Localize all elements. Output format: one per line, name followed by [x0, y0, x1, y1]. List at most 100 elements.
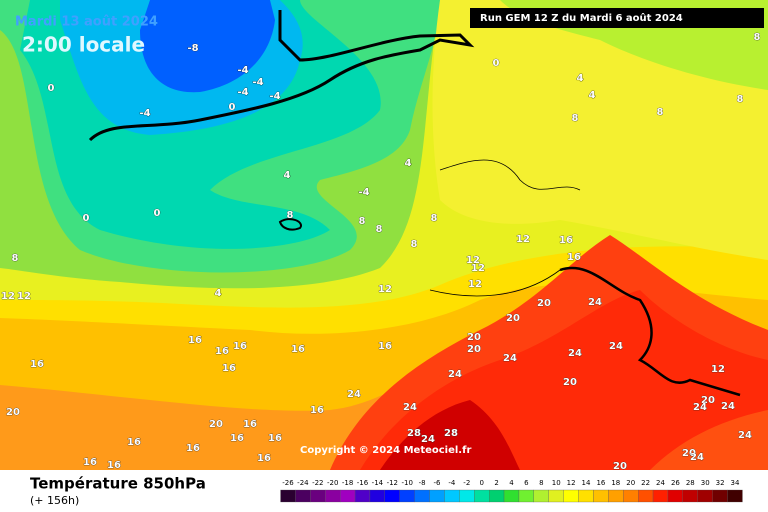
contour-label: 16	[559, 235, 573, 246]
legend-tick-label: -4	[448, 479, 456, 487]
contour-label: 8	[287, 210, 294, 221]
legend-swatch	[280, 489, 296, 503]
legend-swatch	[414, 489, 430, 503]
legend-swatch	[474, 489, 490, 503]
legend-tick-label: 2	[494, 479, 498, 487]
legend-tick-label: 12	[567, 479, 576, 487]
field-m8	[140, 0, 275, 93]
coastlines	[88, 10, 741, 397]
copyright: Copyright © 2024 Meteociel.fr	[300, 445, 471, 456]
contour-label: 24	[738, 430, 752, 441]
contour-label: 24	[721, 401, 735, 412]
contour-label: 20	[467, 332, 481, 343]
legend-tick-label: 34	[731, 479, 740, 487]
contour-label: 20	[613, 461, 627, 472]
contour-label: 24	[347, 389, 361, 400]
contour-label: 20	[682, 448, 696, 459]
legend-tick-label: 8	[539, 479, 543, 487]
legend-swatch	[578, 489, 594, 503]
legend-tick-label: 22	[641, 479, 650, 487]
legend-tick-label: -24	[297, 479, 309, 487]
contour-label: 0	[83, 213, 90, 224]
legend-tick-label: -2	[463, 479, 470, 487]
contour-label: 16	[378, 341, 392, 352]
legend-tick-label: -6	[434, 479, 442, 487]
contour-label: 16	[233, 341, 247, 352]
legend-tick-label: 32	[716, 479, 725, 487]
legend-swatch	[712, 489, 728, 503]
contour-label: 20	[6, 407, 20, 418]
legend-swatch	[533, 489, 549, 503]
legend-tick-label: 10	[552, 479, 561, 487]
contour-label: 12	[711, 364, 725, 375]
contour-label: 8	[411, 239, 418, 250]
island	[278, 218, 302, 231]
contour-label: 8	[376, 224, 383, 235]
legend-tick-label: 16	[596, 479, 605, 487]
contour-label: 20	[563, 377, 577, 388]
legend-tick-label: 0	[479, 479, 483, 487]
legend-tick-label: -10	[401, 479, 412, 487]
legend-swatch	[503, 489, 520, 503]
contour-label: 4	[215, 288, 222, 299]
contour-label: 8	[359, 216, 366, 227]
legend-tick-label: -20	[327, 479, 338, 487]
local-time: 2:00 locale	[22, 33, 145, 57]
contour-label: 16	[257, 453, 271, 464]
legend-tick-label: -22	[312, 479, 323, 487]
field-se	[650, 410, 768, 470]
legend-swatch	[518, 489, 535, 503]
legend-tick-label: 14	[582, 479, 591, 487]
field-28	[380, 400, 520, 470]
legend-tick-label: -18	[342, 479, 353, 487]
legend-tick-label: 18	[611, 479, 620, 487]
contour-label: 8	[657, 107, 664, 118]
border	[559, 266, 741, 397]
legend-tick-label: 4	[509, 479, 514, 487]
color-legend: -26 -24 -22 -20 -18 -16 -14 -12 -10 -8 -6 -4 -2 0 2 4 6 8…	[280, 479, 743, 503]
legend-swatch	[429, 489, 445, 503]
contour-label: 16	[127, 437, 141, 448]
contour-label: 16	[186, 443, 200, 454]
contour-label: 24	[448, 369, 462, 380]
legend-swatch	[488, 489, 505, 503]
contour-label: 16	[215, 346, 229, 357]
legend-tick-label: -16	[357, 479, 369, 487]
contour-label: 20	[701, 395, 715, 406]
contour-label: -4	[269, 91, 280, 102]
contour-label: -4	[139, 108, 150, 119]
contour-label: 12	[466, 255, 480, 266]
legend-tick-label: -12	[387, 479, 398, 487]
contour-label: 20	[467, 344, 481, 355]
legend-swatch	[310, 489, 326, 503]
legend-swatch	[384, 489, 400, 503]
contour-label: 12	[468, 279, 482, 290]
legend-swatch	[339, 489, 356, 503]
contour-label: 16	[310, 405, 324, 416]
contour-label: 4	[577, 73, 584, 84]
legend-swatch	[623, 489, 639, 503]
legend-tick-label: 28	[686, 479, 695, 487]
contour-label: 8	[572, 113, 579, 124]
contour-label: -4	[237, 87, 248, 98]
legend-tick-label: 6	[524, 479, 529, 487]
legend-tick-label: 24	[656, 479, 665, 487]
contour-label: 0	[493, 58, 500, 69]
contour-label: 20	[209, 419, 223, 430]
legend-swatch	[682, 489, 698, 503]
contour-label: 4	[405, 158, 412, 169]
legend-swatch	[399, 489, 415, 503]
legend-swatch	[325, 489, 341, 503]
contour-label: 24	[568, 348, 582, 359]
legend-tick-label: -26	[282, 479, 294, 487]
legend-swatch	[593, 489, 609, 503]
contour-label: 8	[12, 253, 19, 264]
contour-label: 20	[537, 298, 551, 309]
contour-label: 4	[589, 90, 596, 101]
legend-swatch	[459, 489, 475, 503]
contour-label: 12	[471, 263, 485, 274]
contour-label: 16	[107, 460, 121, 471]
contour-label: 8	[431, 213, 438, 224]
contour-label: 12	[516, 234, 530, 245]
